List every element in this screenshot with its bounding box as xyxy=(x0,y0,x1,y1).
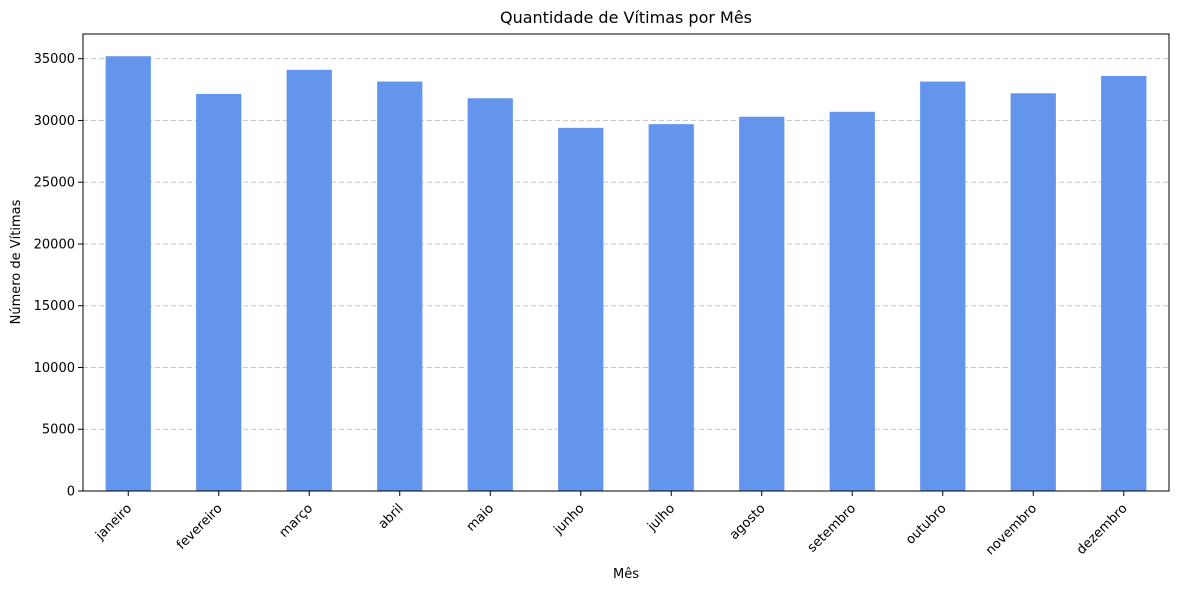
bar-maio xyxy=(467,98,513,492)
bar-junho xyxy=(558,127,604,491)
y-tick-label: 25000 xyxy=(34,176,75,191)
y-tick-label: 35000 xyxy=(34,52,75,67)
y-tick-label: 15000 xyxy=(34,299,75,314)
y-tick-label: 0 xyxy=(67,485,75,500)
bar-novembro xyxy=(1010,93,1056,491)
bar-agosto xyxy=(739,116,785,491)
bars xyxy=(105,56,1147,492)
y-axis-label: Número de Vítimas xyxy=(9,199,24,324)
y-tick-label: 10000 xyxy=(34,361,75,376)
bar-abril xyxy=(377,81,423,491)
bar-outubro xyxy=(920,81,966,491)
bar-fevereiro xyxy=(196,93,242,491)
bar-janeiro xyxy=(105,56,151,492)
chart-title: Quantidade de Vítimas por Mês xyxy=(500,8,752,27)
y-tick-label: 30000 xyxy=(34,114,75,129)
y-tick-label: 5000 xyxy=(42,423,75,438)
grid-lines xyxy=(83,58,1169,430)
bar-setembro xyxy=(829,111,875,492)
bar-dezembro xyxy=(1101,75,1147,491)
bar-julho xyxy=(648,124,694,492)
y-ticks: 0 5000 10000 15000 20000 25000 30000 35000 xyxy=(34,52,83,500)
y-tick-label: 20000 xyxy=(34,237,75,252)
bar-março xyxy=(286,69,332,492)
x-axis-label: Mês xyxy=(613,567,639,582)
plot-frame xyxy=(82,33,1170,492)
